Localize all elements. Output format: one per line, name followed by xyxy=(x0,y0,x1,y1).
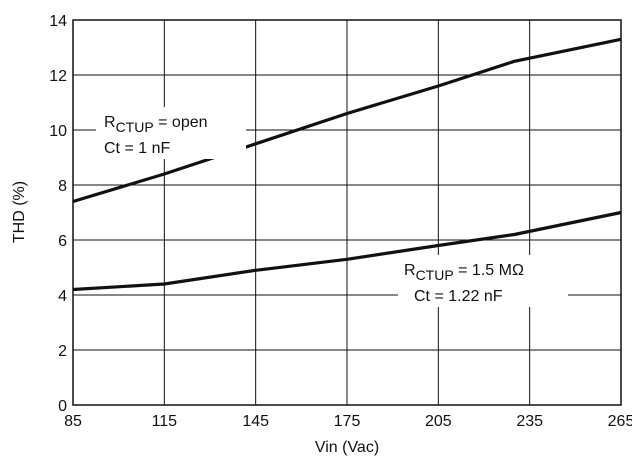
annotation-open-background xyxy=(96,107,246,159)
y-tick-label: 0 xyxy=(58,398,67,415)
tick-labels: 85 115 145 175 205 235 265 0 2 4 6 8 10 12 14 xyxy=(49,13,632,430)
y-tick-label: 4 xyxy=(58,288,67,305)
x-tick-label: 85 xyxy=(64,413,82,430)
annotation-open-line2: Ct = 1 nF xyxy=(104,140,170,157)
grid xyxy=(72,19,622,406)
y-tick-label: 14 xyxy=(49,13,67,30)
annotation-open-subscript: CTUP xyxy=(116,119,154,135)
y-tick-label: 6 xyxy=(58,233,67,250)
annotation-1-5m: RCTUP = 1.5 MΩ Ct = 1.22 nF xyxy=(398,255,568,307)
y-axis-label: THD (%) xyxy=(11,181,28,243)
annotation-open-line1: RCTUP = open xyxy=(104,114,208,135)
x-tick-label: 115 xyxy=(152,413,178,430)
x-tick-label: 265 xyxy=(608,413,632,430)
y-tick-label: 2 xyxy=(58,343,67,360)
series-line-2 xyxy=(72,210,622,292)
annotation-open-r: R xyxy=(104,114,116,131)
x-axis-label: Vin (Vac) xyxy=(315,439,379,456)
x-tick-label: 145 xyxy=(242,413,269,430)
series-group xyxy=(72,37,622,292)
annotation-1-5m-value: = 1.5 MΩ xyxy=(454,262,524,279)
y-tick-label: 8 xyxy=(58,178,67,195)
series-line-1 xyxy=(72,37,622,204)
x-tick-label: 235 xyxy=(516,413,543,430)
x-tick-label: 205 xyxy=(425,413,452,430)
annotation-1-5m-line1: RCTUP = 1.5 MΩ xyxy=(404,262,524,283)
plot-frame xyxy=(72,19,622,406)
x-tick-label: 175 xyxy=(334,413,361,430)
annotation-open-value: = open xyxy=(154,114,208,131)
y-tick-label: 10 xyxy=(49,123,67,140)
annotation-open: RCTUP = open Ct = 1 nF xyxy=(96,107,246,159)
annotation-1-5m-r: R xyxy=(404,262,416,279)
annotation-1-5m-background xyxy=(398,255,568,307)
annotation-1-5m-subscript: CTUP xyxy=(416,267,454,283)
y-tick-label: 12 xyxy=(49,68,67,85)
annotation-1-5m-line2: Ct = 1.22 nF xyxy=(414,288,503,305)
